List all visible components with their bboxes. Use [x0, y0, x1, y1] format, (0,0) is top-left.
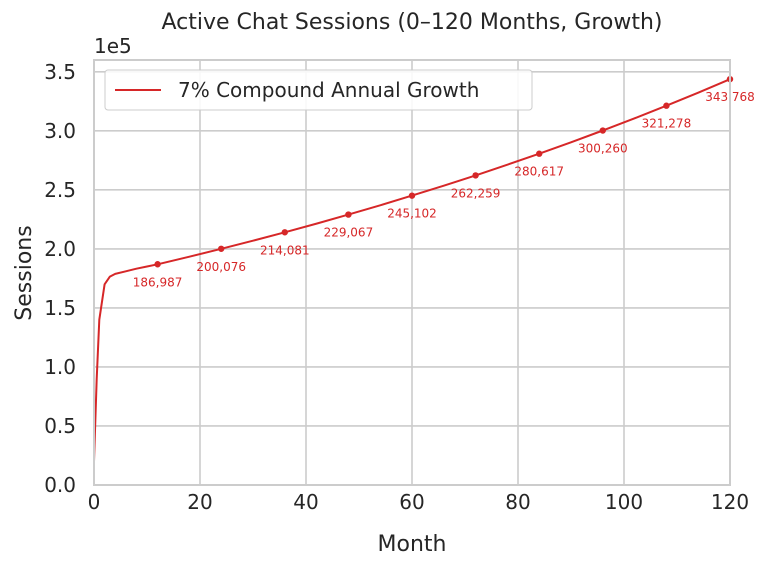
data-point: [472, 172, 479, 179]
y-axis-label: Sessions: [12, 225, 37, 320]
data-label: 214,081: [260, 243, 310, 257]
y-tick-label: 3.0: [44, 119, 76, 143]
data-point: [345, 211, 352, 218]
data-label: 200,076: [196, 260, 246, 274]
data-label: 229,067: [324, 226, 374, 240]
x-tick-label: 0: [88, 490, 101, 514]
x-tick-label: 20: [187, 490, 212, 514]
series-line: [93, 78, 731, 462]
data-label: 186,987: [133, 275, 183, 289]
data-label: 262,259: [451, 186, 501, 200]
plot-frame: [93, 59, 731, 486]
data-point: [408, 192, 416, 199]
x-tick-label: 100: [605, 490, 643, 514]
x-axis-label: Month: [378, 532, 447, 557]
y-tick-label: 0.0: [44, 473, 76, 497]
y-tick-label: 1.0: [44, 355, 76, 379]
y-tick-label: 3.5: [44, 60, 76, 84]
data-label: 321,278: [642, 117, 692, 131]
y-tick-label: 2.5: [44, 178, 76, 202]
data-point: [663, 102, 670, 109]
x-tick-labels: 0 20 40 60 80 100 120: [88, 490, 749, 514]
markers-layer: 186,987 200,076 214,081 229,067 245,102 262,2…: [133, 75, 755, 289]
data-label: 300,260: [578, 142, 628, 156]
x-tick-label: 60: [399, 490, 424, 514]
series-layer: [93, 78, 731, 462]
y-tick-label: 0.5: [44, 414, 76, 438]
x-tick-label: 120: [711, 490, 749, 514]
data-point: [218, 245, 225, 252]
data-label: 245,102: [387, 207, 437, 221]
legend-label: 7% Compound Annual Growth: [178, 78, 479, 102]
data-point: [599, 127, 606, 134]
y-tick-labels: 0.0 0.5 1.0 1.5 2.0 2.5 3.0 3.5: [44, 60, 76, 497]
y-tick-label: 1.5: [44, 296, 76, 320]
data-point: [281, 229, 288, 236]
legend-box: [104, 69, 533, 111]
x-tick-label: 40: [293, 490, 318, 514]
chart-title: Active Chat Sessions (0–120 Months, Grow…: [161, 10, 662, 35]
data-label: 280,617: [514, 165, 564, 179]
data-point: [536, 150, 543, 157]
legend: 7% Compound Annual Growth: [104, 69, 533, 111]
x-tick-label: 80: [505, 490, 530, 514]
y-offset-label: 1e5: [94, 34, 132, 58]
y-tick-label: 2.0: [44, 237, 76, 261]
data-point: [154, 261, 161, 268]
grid-lines: [93, 60, 731, 486]
